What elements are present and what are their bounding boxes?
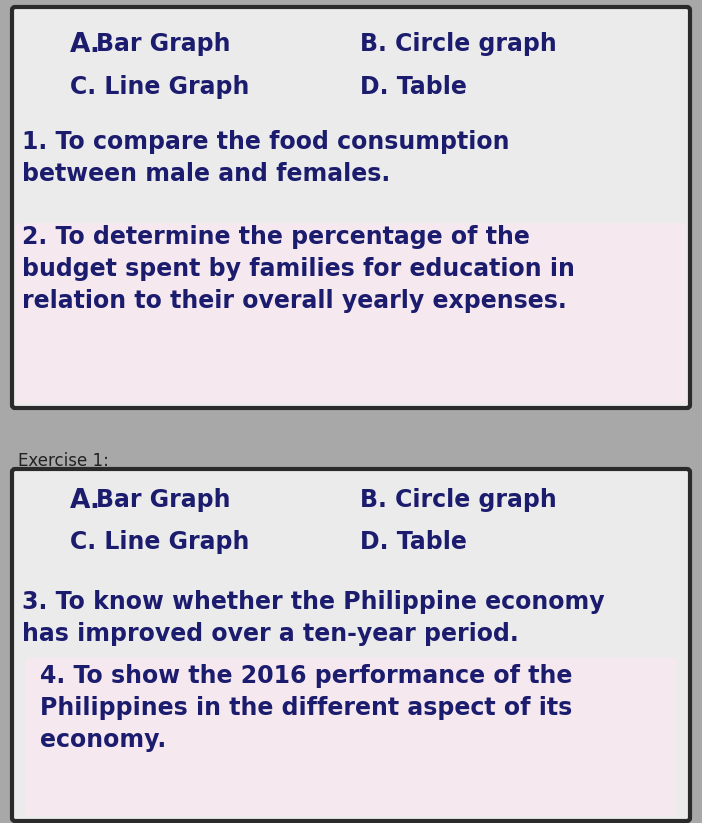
Text: B. Circle graph: B. Circle graph bbox=[360, 32, 557, 56]
Text: C. Line Graph: C. Line Graph bbox=[70, 75, 249, 99]
Text: Bar Graph: Bar Graph bbox=[96, 488, 230, 512]
Text: C. Line Graph: C. Line Graph bbox=[70, 530, 249, 554]
Text: A.: A. bbox=[70, 488, 101, 514]
Text: has improved over a ten-year period.: has improved over a ten-year period. bbox=[22, 622, 519, 646]
Text: relation to their overall yearly expenses.: relation to their overall yearly expense… bbox=[22, 289, 567, 313]
FancyBboxPatch shape bbox=[12, 7, 690, 408]
FancyBboxPatch shape bbox=[26, 658, 676, 816]
Text: between male and females.: between male and females. bbox=[22, 162, 390, 186]
Text: 1. To compare the food consumption: 1. To compare the food consumption bbox=[22, 130, 510, 154]
Text: Exercise 1:: Exercise 1: bbox=[18, 452, 109, 470]
Text: economy.: economy. bbox=[40, 728, 166, 752]
Text: B. Circle graph: B. Circle graph bbox=[360, 488, 557, 512]
Text: 3. To know whether the Philippine economy: 3. To know whether the Philippine econom… bbox=[22, 590, 604, 614]
Text: D. Table: D. Table bbox=[360, 530, 467, 554]
FancyBboxPatch shape bbox=[12, 469, 690, 821]
Text: A.: A. bbox=[70, 32, 101, 58]
Text: D. Table: D. Table bbox=[360, 75, 467, 99]
Text: 2. To determine the percentage of the: 2. To determine the percentage of the bbox=[22, 225, 530, 249]
Text: 4. To show the 2016 performance of the: 4. To show the 2016 performance of the bbox=[40, 664, 572, 688]
Text: Philippines in the different aspect of its: Philippines in the different aspect of i… bbox=[40, 696, 572, 720]
Text: Bar Graph: Bar Graph bbox=[96, 32, 230, 56]
Text: budget spent by families for education in: budget spent by families for education i… bbox=[22, 257, 575, 281]
FancyBboxPatch shape bbox=[16, 223, 686, 403]
